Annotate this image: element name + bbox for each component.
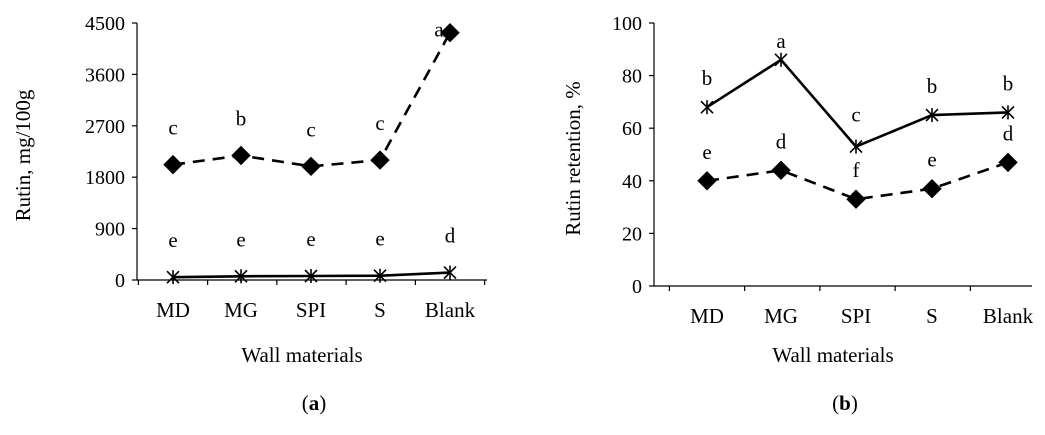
chart-panel-b: 0 20 40 60 80 100 MD MG SPI S Blank Wall materials R… (561, 13, 1034, 415)
x-axis-label: Wall materials (772, 343, 893, 367)
x-tick-label: MD (690, 304, 724, 328)
x-tick-label: Blank (983, 304, 1034, 328)
data-point-asterisk (849, 139, 863, 154)
chart-panel-a: 0 900 1800 2700 3600 4500 MD MG SPI S Blank Wall ma… (11, 13, 487, 415)
series-dashed: c b c c a (163, 18, 460, 177)
x-tick-label: Blank (425, 298, 476, 322)
data-point-diamond (771, 160, 791, 180)
data-point-asterisk (373, 268, 387, 283)
y-tick-label: 2700 (85, 116, 125, 138)
data-label: b (702, 66, 713, 90)
x-tick-label: S (926, 304, 938, 328)
series-line (706, 161, 1009, 201)
data-label: e (702, 140, 711, 164)
data-point-diamond (370, 150, 390, 170)
x-axis-label: Wall materials (241, 343, 362, 367)
y-tick-label: 100 (612, 13, 642, 35)
data-label: c (375, 111, 384, 135)
data-label: b (927, 74, 938, 98)
x-tick-label: MG (224, 298, 258, 322)
data-label: e (375, 227, 384, 251)
series-line (172, 32, 452, 168)
data-label: e (236, 227, 245, 251)
x-tick-label: S (374, 298, 386, 322)
data-label: d (1003, 121, 1014, 145)
data-point-asterisk (925, 108, 939, 123)
y-tick-label: 60 (622, 118, 642, 140)
y-tick-label: 80 (622, 66, 642, 88)
data-point-diamond (697, 171, 717, 191)
x-tick-label: MD (156, 298, 190, 322)
data-label: e (306, 227, 315, 251)
data-point-asterisk (166, 270, 180, 285)
data-point-asterisk (1001, 105, 1015, 120)
y-tick-label: 1800 (85, 167, 125, 189)
data-point-diamond (440, 23, 460, 43)
x-tick-label: SPI (296, 298, 326, 322)
data-point-diamond (998, 152, 1018, 173)
data-point-diamond (846, 189, 866, 209)
x-tick-label: SPI (841, 304, 871, 328)
data-label: b (1003, 71, 1014, 95)
y-axis-label: Rutin retention, % (561, 81, 585, 236)
data-label: c (306, 117, 315, 141)
y-tick-label: 4500 (85, 13, 125, 35)
data-point-diamond (231, 145, 251, 166)
y-axis-label: Rutin, mg/100g (11, 89, 35, 221)
y-tick-label: 20 (622, 223, 642, 245)
data-label: f (853, 158, 860, 182)
series-dashed: e d f e d (697, 121, 1018, 209)
data-point-diamond (301, 156, 321, 177)
y-tick-label: 0 (115, 270, 125, 292)
panel-label: (a) (302, 391, 327, 415)
data-label: e (168, 228, 177, 252)
panel-label: (b) (832, 391, 858, 415)
data-label: a (776, 29, 786, 53)
data-label: b (236, 106, 247, 130)
y-tick-label: 0 (632, 276, 642, 298)
y-tick-label: 3600 (85, 64, 125, 86)
series-solid: b a c b b (700, 29, 1015, 154)
data-label: d (445, 224, 456, 248)
y-tick-label: 40 (622, 171, 642, 193)
data-point-diamond (163, 154, 183, 175)
data-label: c (168, 116, 177, 140)
data-point-asterisk (304, 269, 318, 284)
data-label: c (851, 103, 860, 127)
data-label: e (927, 148, 936, 172)
data-point-diamond (922, 178, 942, 199)
data-point-asterisk (700, 100, 714, 115)
data-label: d (776, 129, 787, 153)
x-tick-label: MG (764, 304, 798, 328)
data-label: a (434, 18, 444, 42)
data-point-asterisk (774, 52, 788, 67)
data-point-asterisk (234, 269, 248, 284)
y-tick-label: 900 (95, 219, 125, 241)
data-point-asterisk (443, 265, 457, 280)
